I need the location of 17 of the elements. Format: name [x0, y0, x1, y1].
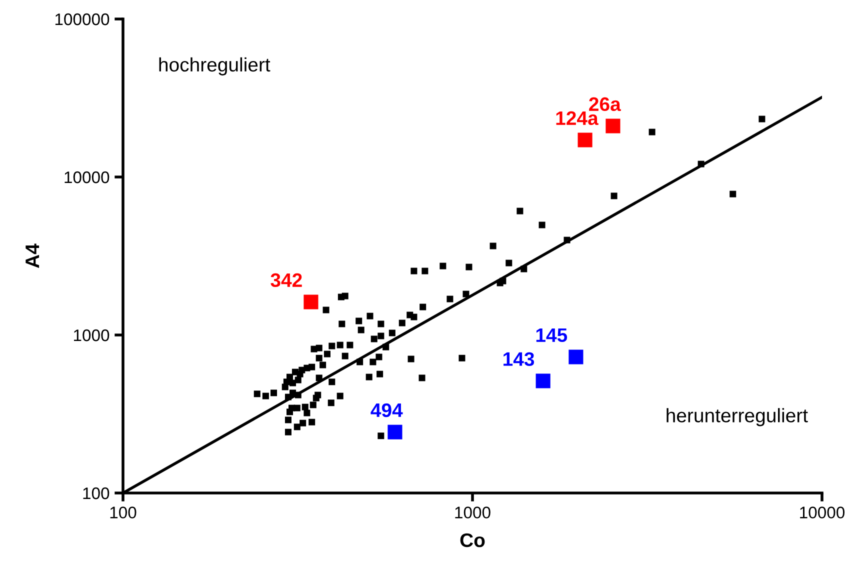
x-tick-label: 10000	[800, 506, 845, 518]
annotation: 494	[370, 403, 403, 418]
annotation: 145	[536, 328, 568, 342]
annotation: hochreguliert	[159, 57, 270, 76]
y-tick-label: 1000	[74, 329, 110, 342]
annotation: herunterreguliert	[666, 408, 808, 426]
annotation: 26a	[589, 97, 621, 112]
y-axis-title: A4	[26, 244, 40, 268]
x-tick-label: 100	[110, 506, 136, 518]
annotation: 124a	[556, 111, 598, 126]
y-tick-label: 100000	[55, 13, 110, 26]
annotation: 143	[504, 352, 534, 366]
x-axis-title: Co	[460, 533, 485, 548]
y-tick-label: 10000	[64, 171, 110, 184]
x-tick-label: 1000	[455, 506, 490, 518]
annotation: 342	[270, 273, 302, 288]
y-tick-label: 100	[83, 487, 110, 500]
